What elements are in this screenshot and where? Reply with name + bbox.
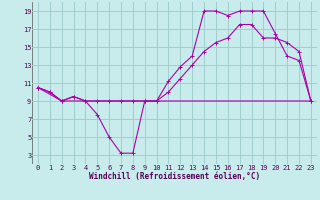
X-axis label: Windchill (Refroidissement éolien,°C): Windchill (Refroidissement éolien,°C): [89, 172, 260, 181]
